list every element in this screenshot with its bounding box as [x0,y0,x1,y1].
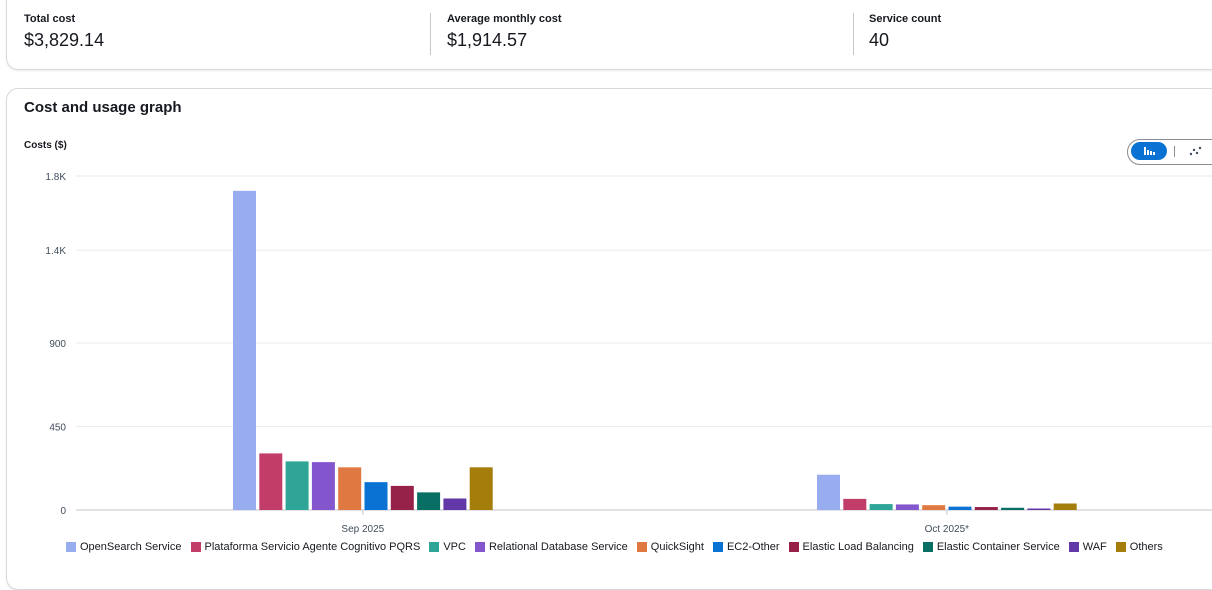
bar-0-0 [233,190,256,510]
bar-1-0 [817,474,840,510]
legend-label: QuickSight [650,541,704,553]
bar-0-8 [443,498,467,510]
legend-label: Plataforma Servicio Agente Cognitivo PQR… [204,541,421,553]
legend-item[interactable]: WAF [1068,541,1107,553]
average-monthly-cost-label: Average monthly cost [447,13,562,25]
legend-swatch [1068,542,1079,552]
bar-1-2 [869,504,893,510]
x-tick-label: Sep 2025 [341,524,384,535]
y-tick-label: 450 [49,423,66,434]
legend-label: Relational Database Service [488,541,628,553]
legend-swatch [66,542,76,552]
cost-bar-chart: 0 450 900 1.4K 1.8K Sep 2025 Oct 2025* [45,172,1212,535]
legend-item[interactable]: QuickSight [636,541,704,553]
average-monthly-cost-metric: Average monthly cost $1,914.57 [447,13,562,51]
bar-0-2 [285,461,309,510]
cost-and-usage-graph-panel: Cost and usage graph Costs ($) [6,88,1212,590]
x-tick-label: Oct 2025* [925,524,970,535]
legend-swatch [922,542,933,552]
legend-swatch [712,542,723,552]
y-axis-title: Costs ($) [24,140,67,151]
legend-label: WAF [1082,541,1107,553]
bar-1-5 [948,506,972,510]
y-tick-label: 1.4K [45,246,66,257]
legend-swatch [429,542,440,552]
legend-swatch [1115,542,1126,552]
total-cost-metric: Total cost $3,829.14 [24,13,104,51]
legend-item[interactable]: Others [1115,541,1163,553]
bar-chart-icon [1144,147,1155,155]
legend-label: VPC [443,541,466,553]
bar-1-7 [1001,507,1025,510]
average-monthly-cost-value: $1,914.57 [447,30,528,50]
legend-item[interactable]: Plataforma Servicio Agente Cognitivo PQR… [190,541,421,553]
bar-0-4 [338,467,362,510]
bar-0-5 [364,482,388,510]
bar-0-3 [311,462,335,510]
bar-1-3 [895,504,919,510]
bar-1-1 [843,498,867,510]
legend-item[interactable]: OpenSearch Service [66,541,182,553]
bar-0-6 [390,485,414,510]
bar-1-4 [922,505,946,510]
legend-label: Elastic Load Balancing [802,541,914,553]
chart-legend: OpenSearch Service Plataforma Servicio Ag… [66,541,1163,553]
legend-label: OpenSearch Service [80,541,182,553]
legend-swatch [636,542,647,552]
bar-view-button[interactable] [1131,142,1167,160]
legend-item[interactable]: VPC [429,541,466,553]
legend-item[interactable]: Relational Database Service [474,541,628,553]
toggle-separator [1174,146,1175,157]
legend-label: Elastic Container Service [936,541,1060,553]
service-count-value: 40 [869,30,890,50]
legend-item[interactable]: EC2-Other [712,541,780,553]
legend-label: EC2-Other [726,541,780,553]
y-tick-label: 900 [49,339,66,350]
bar-1-9 [1053,503,1077,510]
bar-0-7 [417,492,441,510]
bar-0-1 [259,453,283,510]
service-count-metric: Service count 40 [869,13,941,51]
legend-swatch [190,542,201,552]
y-tick-label: 0 [60,506,66,517]
chart-type-toggle[interactable] [1127,139,1212,165]
legend-item[interactable]: Elastic Load Balancing [788,541,914,553]
bar-1-6 [974,507,998,510]
line-chart-icon [1189,146,1202,156]
line-view-button[interactable] [1182,142,1212,160]
service-count-label: Service count [869,13,942,25]
metric-divider [853,13,854,55]
total-cost-value: $3,829.14 [24,30,105,50]
legend-label: Others [1129,541,1163,553]
panel-title: Cost and usage graph [24,99,182,116]
bar-0-9 [469,467,493,510]
legend-swatch [788,542,799,552]
bar-1-8 [1027,508,1051,510]
cost-summary-panel: Total cost $3,829.14 Average monthly cos… [6,0,1212,70]
legend-swatch [474,542,485,552]
total-cost-label: Total cost [24,13,76,25]
y-tick-label: 1.8K [45,172,66,183]
metric-divider [430,13,431,55]
legend-item[interactable]: Elastic Container Service [922,541,1060,553]
